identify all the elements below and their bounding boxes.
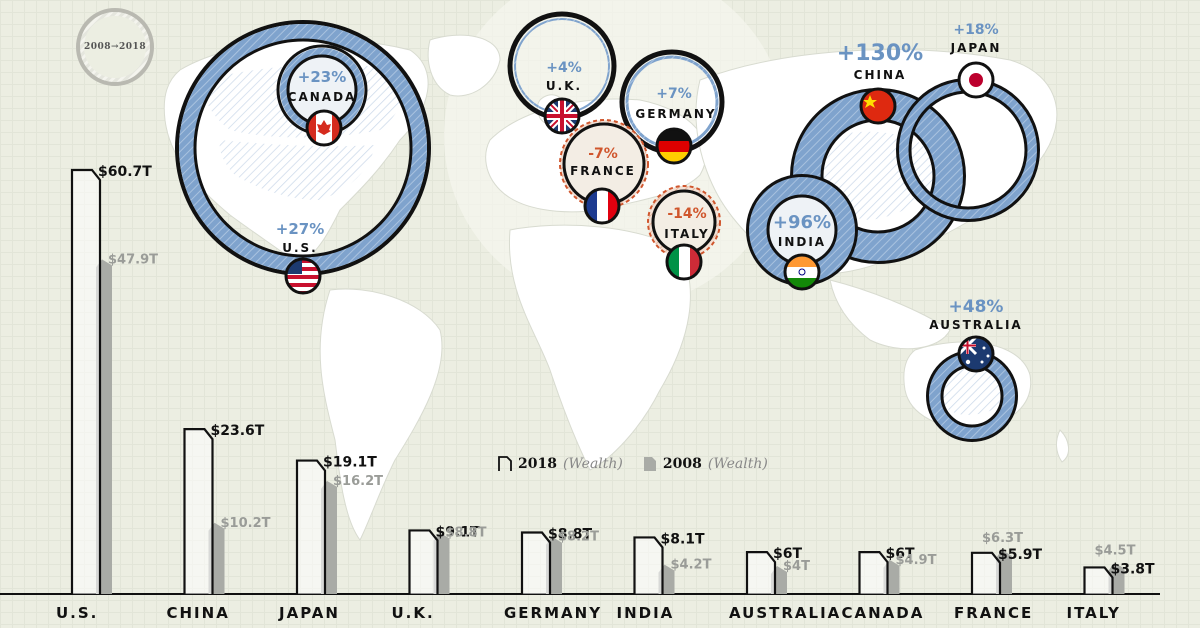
south-america-landmass [319,288,443,541]
legend-swatch-2018 [498,456,512,471]
country-label-australia: AUSTRALIA [729,604,842,622]
us-change-label: +27% [276,220,324,238]
country-label-india: INDIA [616,604,675,622]
country-label-germany: GERMANY [504,604,603,622]
label-2008-italy: $4.5T [1095,544,1136,559]
australia-change-label: +48% [949,297,1004,317]
legend-sub-2018: (Wealth) [562,456,623,472]
bar-2018-china [183,428,214,594]
legend-label-2018: 2018 [518,456,557,472]
canada-change-label: +23% [298,68,346,86]
china-flag-icon [859,87,897,125]
france-wealth-ring [559,119,649,209]
label-2008-france: $6.3T [982,531,1023,546]
us-flag-icon [284,257,322,295]
india-change-label: +96% [773,212,831,233]
africa-landmass [508,224,691,471]
label-2008-us: $47.9T [108,252,158,267]
label-2018-uk: $9.1T [436,524,481,540]
bar-2018-japan [295,459,327,594]
country-label-us: U.S. [56,604,99,622]
label-2018-france: $5.9T [998,547,1043,563]
labels-2008-series: $47.9T$10.2T$16.2T$8.8T $8.2T$4.2T $4T $4.9… [108,252,1136,574]
bar-2018-india [633,536,664,594]
label-2008-germany: $8.2T [558,530,599,545]
france-flag-icon [583,187,621,225]
canada-flag-icon [305,109,343,147]
greenland-landmass [427,34,501,97]
uk-name-label: U.K. [546,79,582,93]
label-2008-india: $4.2T [671,558,712,573]
italy-change-label: -14% [667,206,706,222]
france-change-label: -7% [588,146,618,162]
label-2008-china: $10.2T [221,516,271,531]
label-2008-canada: $4.9T [896,553,937,568]
italy-name-label: ITALY [664,227,709,241]
country-label-china: CHINA [166,604,230,622]
legend-swatch-2008 [643,457,656,471]
southeast-asia-landmass [829,279,951,350]
germany-name-label: GERMANY [635,107,716,121]
legend-item-2008: 2008 (Wealth) [643,456,768,472]
china-name-label: CHINA [854,68,907,82]
country-label-france: FRANCE [954,604,1034,622]
uk-change-label: +4% [546,60,582,76]
chart-legend: 2018 (Wealth) 2008 (Wealth) [498,456,768,472]
label-2018-italy: $3.8T [1111,561,1156,577]
bar-2018-germany [520,531,552,594]
country-label-uk: U.K. [391,604,435,622]
bar-2018-us [70,168,102,594]
bars-2018-series [70,168,1114,594]
legend-label-2008: 2008 [662,456,702,472]
label-2018-us: $60.7T [98,164,152,180]
label-2008-uk: $8.8T [446,526,487,541]
bar-2018-canada [858,550,889,594]
country-label-japan: JAPAN [279,604,340,622]
india-name-label: INDIA [778,235,826,249]
label-2018-india: $8.1T [661,531,706,547]
us-region [219,140,375,200]
canada-name-label: CANADA [288,90,357,104]
bubble-labels: +27% U.S. +23% CANADA +4% U.K. +7% GERMA… [276,22,1022,332]
bar-2018-australia [745,550,777,594]
label-2018-china: $23.6T [211,423,265,439]
period-badge-label: 2008→2018 [84,16,146,78]
label-2018-canada: $6T [886,546,915,562]
japan-name-label: JAPAN [950,41,1002,55]
japan-change-label: +18% [953,22,998,38]
bar-2018-france [970,551,1002,594]
bar-2018-uk [408,529,439,594]
france-name-label: FRANCE [570,164,636,178]
label-2008-japan: $16.2T [333,474,383,489]
australia-name-label: AUSTRALIA [929,318,1022,332]
labels-2018-series: $60.7T$23.6T$19.1T$9.1T $8.8T $8.1T$6T $6T $… [98,164,1155,577]
india-flag-icon [783,253,821,291]
germany-change-label: +7% [656,86,692,102]
new-zealand-landmass [1056,429,1069,463]
australia-flag-icon [957,335,995,373]
label-2018-australia: $6T [773,546,802,562]
germany-flag-icon [655,127,693,165]
bar-2018-italy [1083,566,1114,594]
us-name-label: U.S. [282,241,318,255]
uk-flag-icon [543,97,581,135]
japan-flag-icon [957,61,995,99]
label-2018-japan: $19.1T [323,455,377,471]
period-badge: 2008→2018 [76,8,154,86]
legend-sub-2008: (Wealth) [707,456,768,472]
china-change-label: +130% [837,41,923,66]
italy-flag-icon [665,243,703,281]
label-2008-australia: $4T [783,559,810,574]
legend-item-2018: 2018 (Wealth) [498,456,623,472]
country-label-italy: ITALY [1066,604,1121,622]
label-2018-germany: $8.8T [548,527,593,543]
country-label-canada: CANADA [841,604,925,622]
